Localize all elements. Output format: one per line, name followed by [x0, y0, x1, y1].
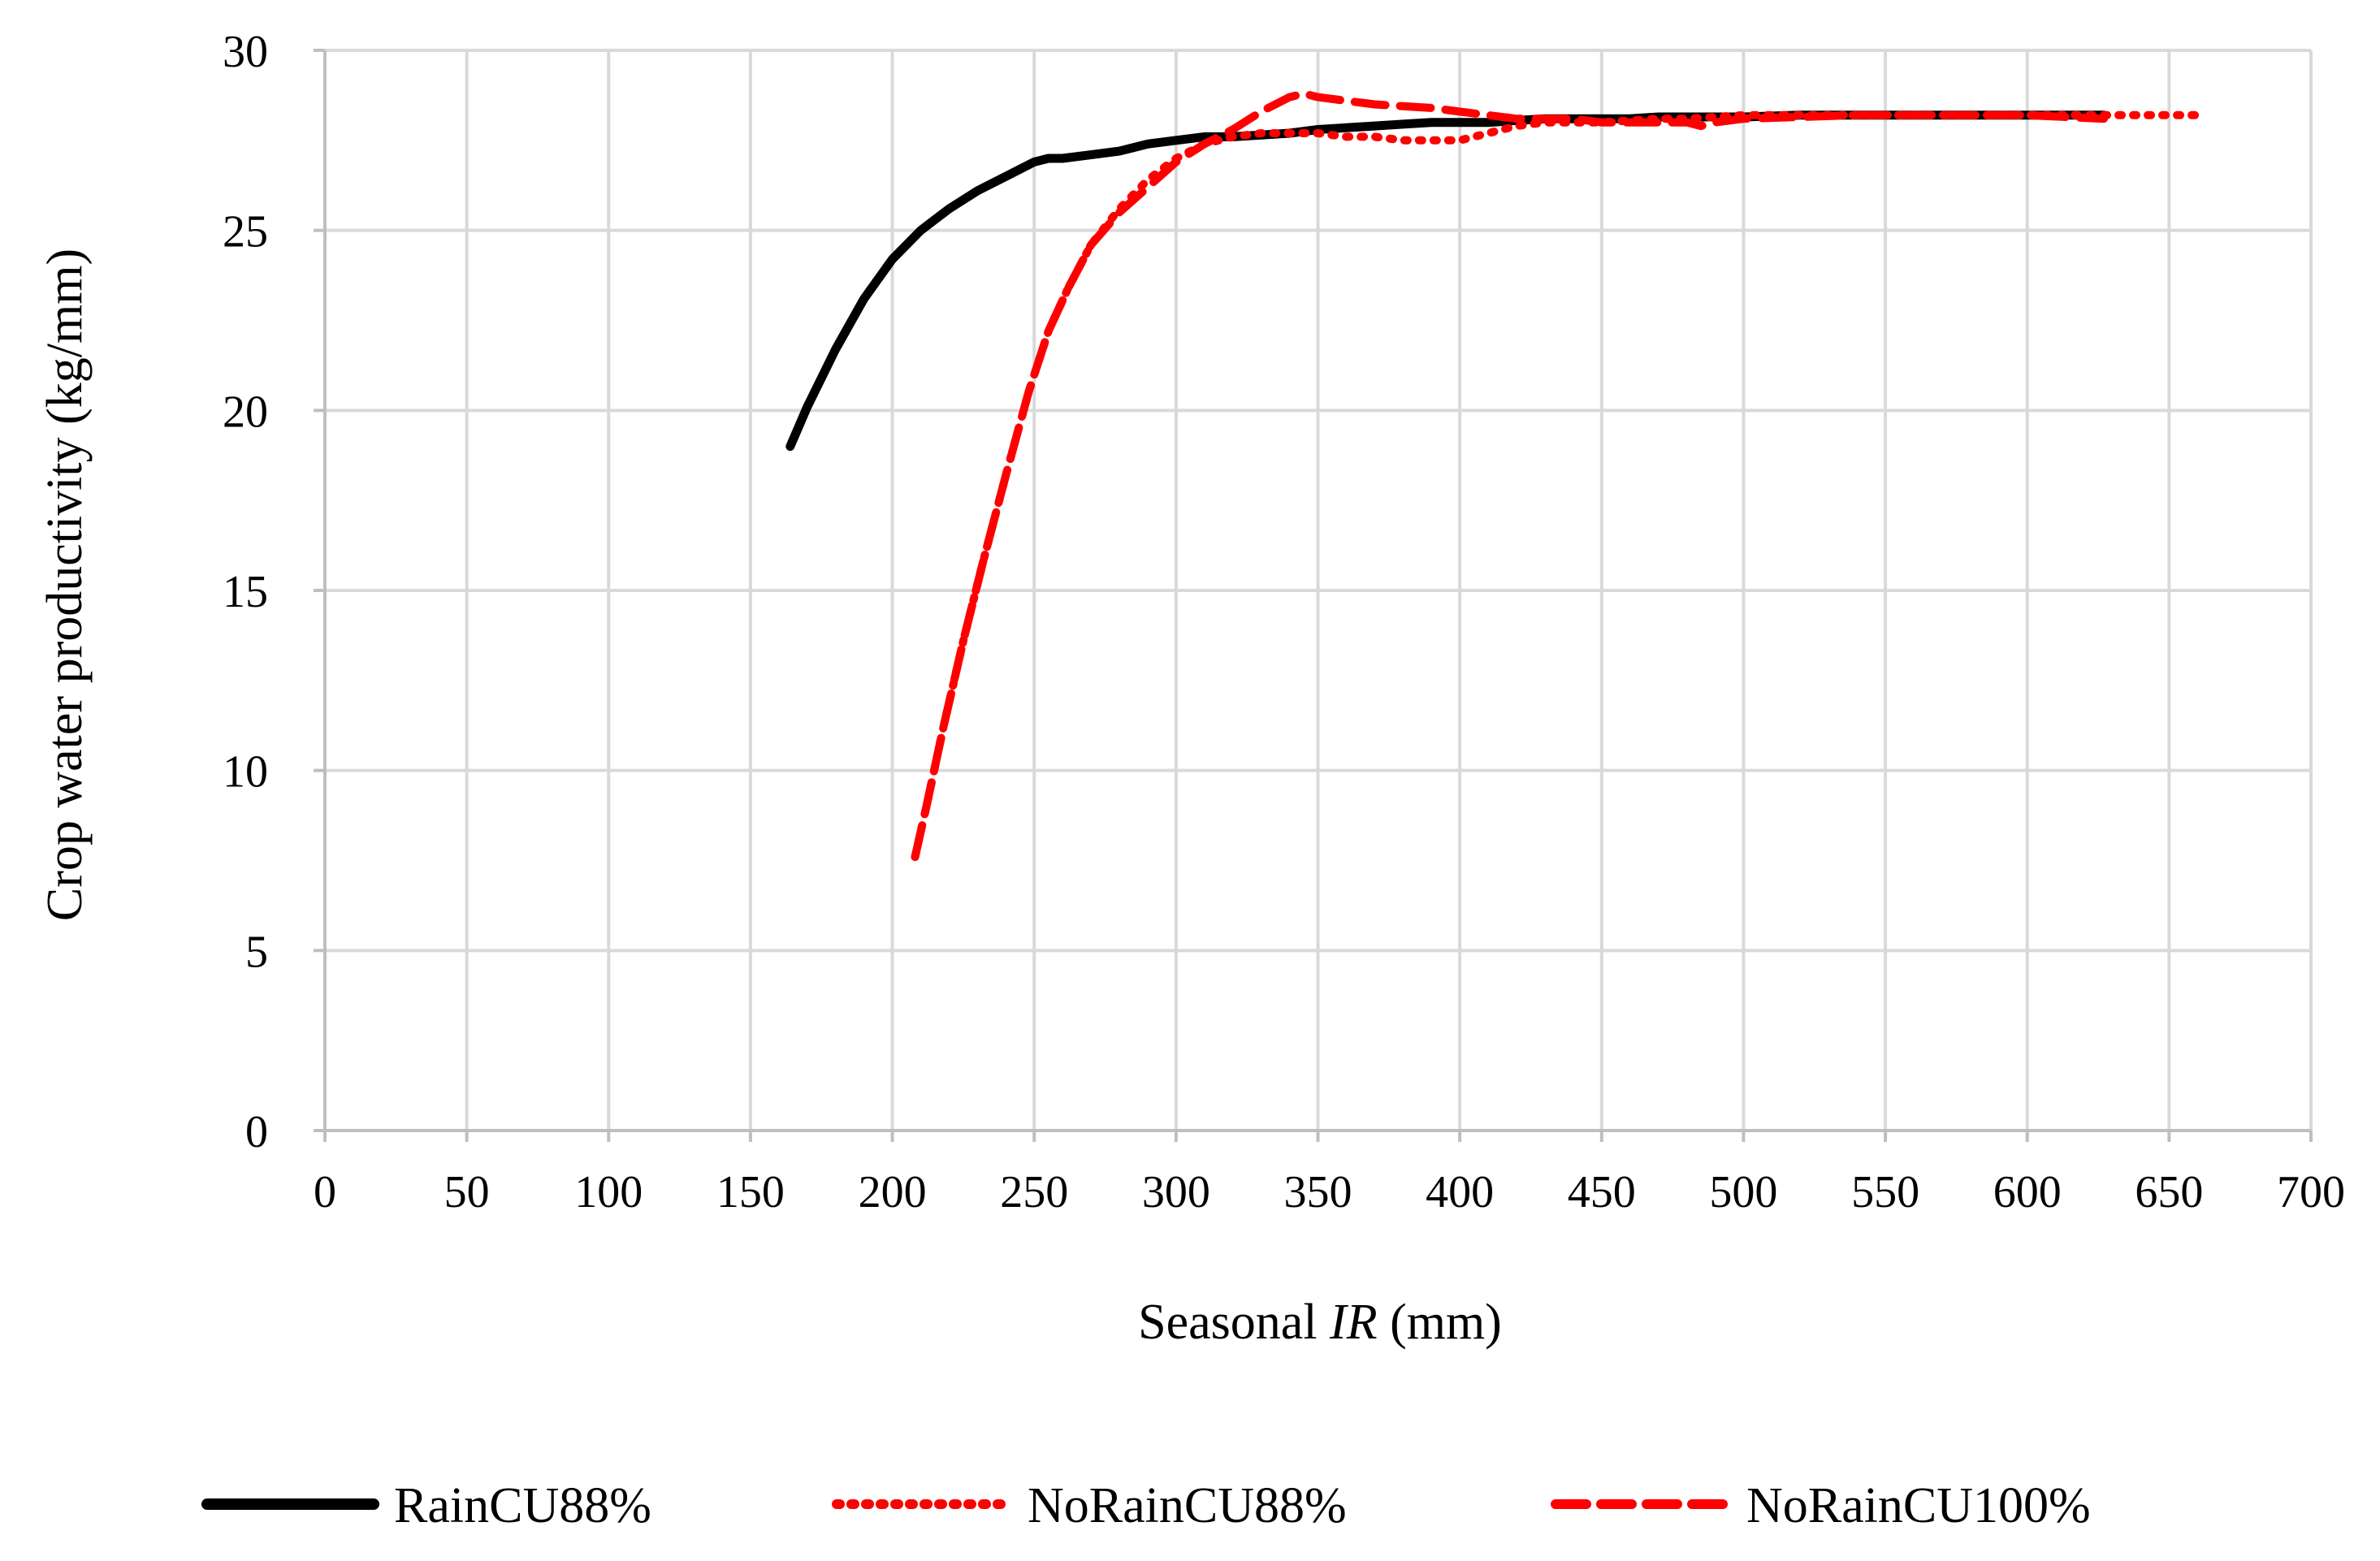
x-tick-label: 250	[1000, 1167, 1068, 1217]
x-tick-label: 50	[444, 1167, 490, 1217]
series-line-3	[911, 89, 2108, 862]
axis-layer	[314, 49, 2313, 1142]
y-tick-label: 0	[245, 1107, 268, 1157]
y-tick-label: 30	[223, 27, 268, 77]
y-tick-label: 5	[245, 927, 268, 977]
x-tick-label: 350	[1284, 1167, 1352, 1217]
x-tick-label: 100	[574, 1167, 643, 1217]
x-tick-label: 600	[1993, 1167, 2062, 1217]
x-tick-label: 400	[1426, 1167, 1494, 1217]
y-tick-label: 10	[223, 747, 268, 798]
y-axis-title: Crop water productivity (kg/mm)	[37, 249, 93, 921]
y-tick-label: 25	[223, 207, 268, 257]
x-tick-label: 450	[1568, 1167, 1636, 1217]
legend: RainCU88% NoRainCU88% NoRainCU100%	[201, 1478, 2091, 1533]
x-tick-label: 500	[1709, 1167, 1777, 1217]
series-line-1	[785, 110, 2109, 452]
grid-layer	[325, 49, 2313, 1131]
series-line-2	[911, 110, 2210, 862]
x-tick-label: 700	[2277, 1167, 2345, 1217]
x-axis-title: Seasonal IR (mm)	[1138, 1295, 1502, 1350]
x-tick-label: 650	[2135, 1167, 2203, 1217]
legend-label-1: RainCU88%	[394, 1478, 651, 1533]
tick-layer: 0 50 100 150 200 250 300 350 400 450 500 550 600 650 7…	[223, 27, 2345, 1217]
y-tick-label: 20	[223, 387, 268, 437]
y-tick-label: 15	[223, 567, 268, 617]
x-tick-label: 150	[716, 1167, 785, 1217]
x-tick-label: 300	[1142, 1167, 1210, 1217]
series-layer	[785, 89, 2210, 862]
legend-label-2: NoRainCU88%	[1028, 1478, 1347, 1533]
x-tick-label: 550	[1851, 1167, 1919, 1217]
x-tick-label: 200	[859, 1167, 927, 1217]
x-tick-label: 0	[314, 1167, 336, 1217]
legend-label-3: NoRainCU100%	[1746, 1478, 2091, 1533]
